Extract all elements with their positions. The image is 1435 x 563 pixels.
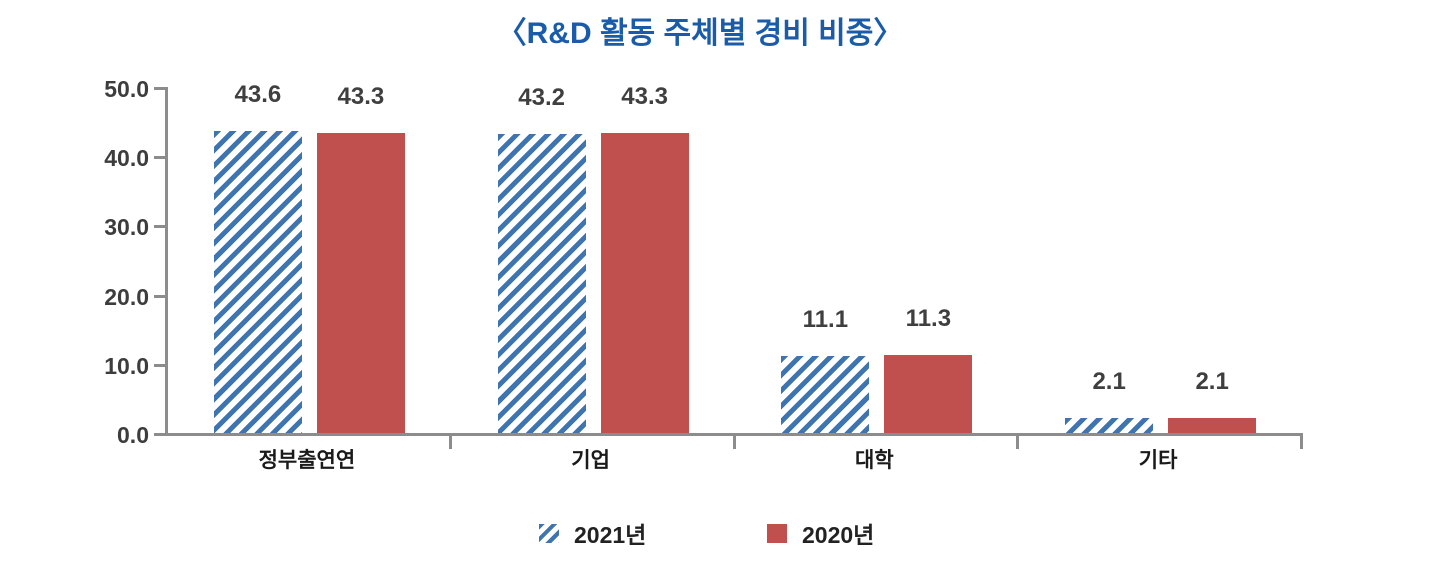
- x-axis-tick: [1300, 436, 1303, 449]
- bar-value-label-2020-category-2: 43.3: [621, 83, 668, 110]
- y-axis-tick-label: 0.0: [117, 422, 149, 448]
- legend-label-2020: 2020년: [802, 522, 875, 548]
- legend-item-2020: 2020년: [767, 516, 874, 550]
- y-axis-tick: [154, 87, 165, 90]
- bar-value-label-2021-category-3: 11.1: [802, 306, 849, 333]
- bar-value-label-2020-category-3: 11.3: [905, 305, 952, 332]
- bar-2020-category-4: [1168, 418, 1257, 433]
- y-axis-line: [165, 87, 168, 436]
- y-axis-tick-label: 30.0: [104, 214, 149, 241]
- category-label-2: 기업: [571, 449, 610, 472]
- x-axis-tick: [448, 436, 452, 449]
- y-axis-tick: [154, 156, 165, 160]
- chart-title: 〈R&D 활동 주체별 경비 비중〉: [496, 17, 904, 50]
- bar-value-label-2021-category-4: 2.1: [1092, 368, 1126, 395]
- bar-value-label-2020-category-1: 43.3: [337, 83, 385, 110]
- bar-2021-category-2: [497, 134, 586, 433]
- bar-2021-category-1: [213, 131, 302, 433]
- bar-2021-category-3: [781, 356, 870, 433]
- bar-2020-category-3: [884, 355, 973, 433]
- bar-2021-category-4: [1065, 418, 1154, 433]
- x-axis-tick: [732, 436, 736, 449]
- y-axis-tick: [154, 294, 165, 298]
- y-axis-tick: [154, 363, 165, 367]
- y-axis-tick: [154, 433, 165, 436]
- y-axis-tick-label: 20.0: [104, 283, 149, 310]
- y-axis-tick: [154, 225, 165, 229]
- x-axis-line: [165, 433, 1303, 436]
- bar-2020-category-1: [316, 133, 405, 433]
- bar-2020-category-2: [600, 133, 689, 433]
- x-axis-tick: [1016, 436, 1020, 449]
- legend: 2021년 2020년: [0, 516, 1435, 552]
- category-label-1: 정부출연연: [258, 449, 356, 472]
- bar-value-label-2021-category-2: 43.2: [518, 84, 565, 111]
- legend-label-2021: 2021년: [574, 522, 647, 548]
- category-label-4: 기타: [1138, 449, 1178, 472]
- y-axis-tick-label: 50.0: [104, 76, 149, 102]
- y-axis-tick-label: 10.0: [104, 352, 149, 379]
- y-axis-tick-label: 40.0: [104, 145, 149, 172]
- bar-value-label-2021-category-1: 43.6: [234, 81, 282, 108]
- legend-swatch-2021-hatched-icon: [539, 523, 559, 543]
- bar-value-label-2020-category-4: 2.1: [1195, 368, 1229, 395]
- legend-item-2021: 2021년: [539, 516, 646, 550]
- legend-swatch-2020-solid-icon: [767, 523, 787, 543]
- category-label-3: 대학: [855, 449, 894, 472]
